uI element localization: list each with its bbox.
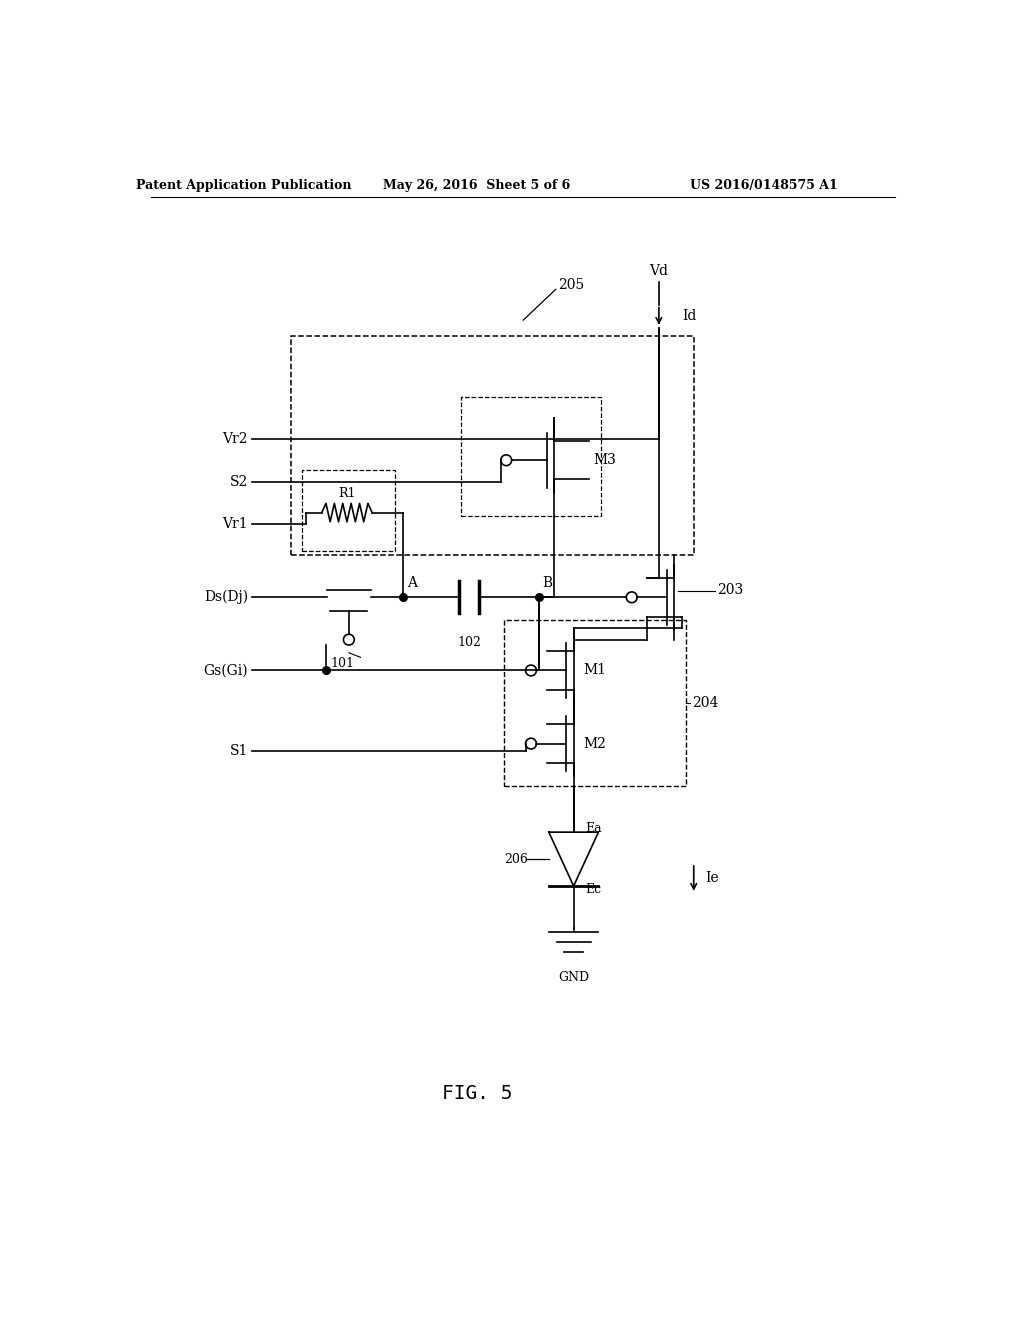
Text: R1: R1 (338, 487, 355, 500)
Text: M1: M1 (583, 664, 606, 677)
Text: 203: 203 (717, 582, 743, 597)
Text: Vr1: Vr1 (222, 517, 248, 531)
Text: Ec: Ec (586, 883, 601, 896)
Text: 204: 204 (692, 696, 719, 710)
Text: 101: 101 (331, 657, 354, 671)
Text: May 26, 2016  Sheet 5 of 6: May 26, 2016 Sheet 5 of 6 (383, 178, 570, 191)
Text: 102: 102 (457, 636, 481, 649)
Text: Patent Application Publication: Patent Application Publication (136, 178, 352, 191)
Text: Ie: Ie (706, 871, 719, 886)
Text: Vd: Vd (649, 264, 669, 277)
Text: M3: M3 (593, 453, 615, 467)
Text: 206: 206 (504, 853, 527, 866)
Text: A: A (407, 577, 417, 590)
Text: M2: M2 (583, 737, 606, 751)
Text: GND: GND (558, 970, 589, 983)
Text: Id: Id (682, 309, 696, 323)
Text: Ds(Dj): Ds(Dj) (204, 590, 248, 605)
Text: US 2016/0148575 A1: US 2016/0148575 A1 (689, 178, 838, 191)
Text: FIG. 5: FIG. 5 (441, 1085, 512, 1104)
Text: Gs(Gi): Gs(Gi) (204, 664, 248, 677)
Text: B: B (543, 577, 553, 590)
Text: S2: S2 (229, 475, 248, 488)
Text: Vr2: Vr2 (222, 433, 248, 446)
Text: Ea: Ea (586, 822, 602, 834)
Text: 205: 205 (558, 279, 585, 293)
Text: S1: S1 (229, 744, 248, 758)
